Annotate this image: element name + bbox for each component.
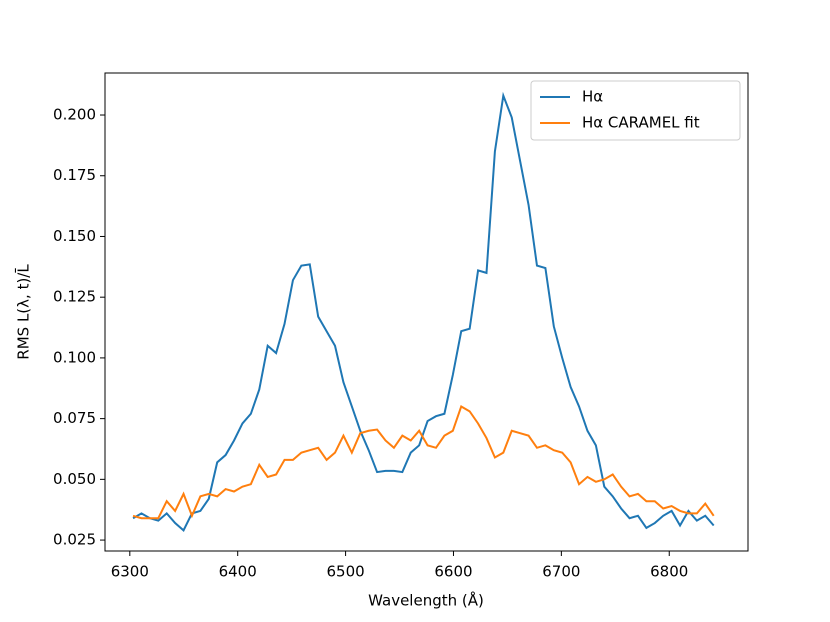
- y-tick-label: 0.175: [53, 166, 96, 184]
- x-axis-label: Wavelength (Å): [368, 591, 484, 610]
- y-axis-label: RMS L(λ, t)/L̄: [14, 264, 33, 360]
- y-tick-label: 0.100: [53, 348, 96, 366]
- data-line: [132, 405, 715, 520]
- y-tick-label: 0.050: [53, 470, 96, 488]
- x-tick-label: 6500: [326, 563, 364, 581]
- y-tick-label: 0.125: [53, 288, 96, 306]
- legend-box: [530, 80, 741, 141]
- legend-label: Hα: [582, 88, 603, 106]
- data-line: [132, 91, 715, 532]
- y-tick-label: 0.150: [53, 227, 96, 245]
- x-tick-label: 6800: [650, 563, 688, 581]
- x-tick-label: 6300: [111, 563, 149, 581]
- x-tick-label: 6400: [219, 563, 257, 581]
- x-tick-label: 6700: [542, 563, 580, 581]
- y-tick-label: 0.200: [53, 106, 96, 124]
- plot-frame: [104, 72, 749, 552]
- y-tick-label: 0.075: [53, 409, 96, 427]
- y-tick-label: 0.025: [53, 531, 96, 549]
- legend-label: Hα CARAMEL fit: [582, 114, 700, 132]
- x-tick-label: 6600: [434, 563, 472, 581]
